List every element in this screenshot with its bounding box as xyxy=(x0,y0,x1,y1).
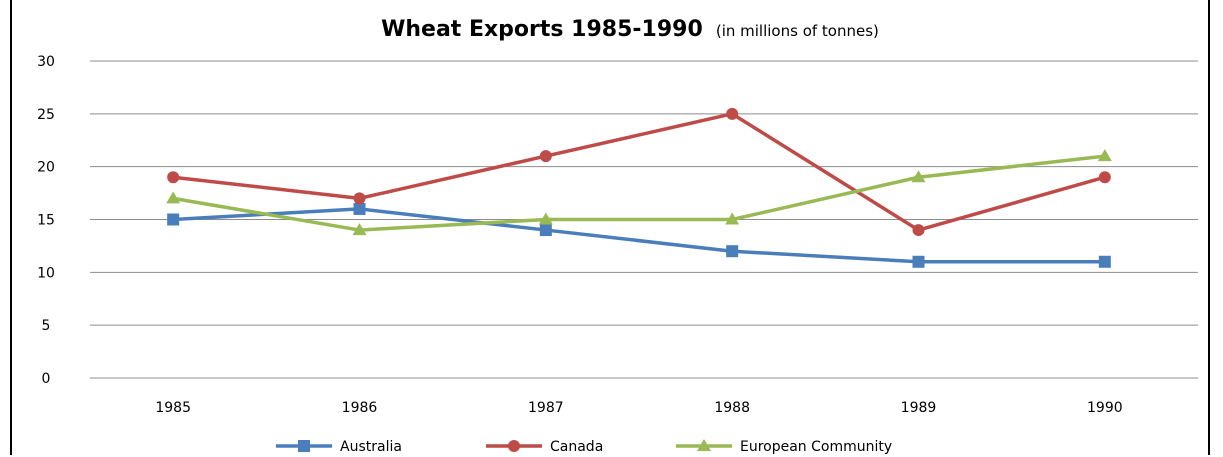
legend-item: European Community xyxy=(676,439,892,455)
series-australia xyxy=(167,202,1111,268)
data-point-square xyxy=(298,440,310,452)
y-tick-label: 5 xyxy=(42,318,51,334)
series-group xyxy=(166,107,1112,268)
data-point-square xyxy=(1098,255,1111,268)
series-line xyxy=(173,207,1105,264)
x-tick-label: 1990 xyxy=(1087,400,1123,416)
data-point-triangle xyxy=(352,223,367,236)
data-point-triangle xyxy=(725,212,740,225)
legend-item: Australia xyxy=(276,439,402,455)
chart-subtitle: (in millions of tonnes) xyxy=(716,22,879,40)
data-point-triangle xyxy=(697,439,711,451)
legend: Australia Canada European Community xyxy=(276,439,892,455)
data-point-circle xyxy=(508,440,520,452)
series-european-community xyxy=(166,149,1112,236)
data-point-square xyxy=(912,255,925,268)
legend-item: Canada xyxy=(486,439,603,455)
data-point-square xyxy=(539,224,552,237)
data-point-circle xyxy=(1098,171,1111,184)
data-point-circle xyxy=(353,192,366,205)
y-tick-label: 20 xyxy=(37,160,55,176)
chart-title: Wheat Exports 1985-1990 xyxy=(381,17,703,42)
x-axis-ticks: 1985 1986 1987 1988 1989 1990 xyxy=(155,400,1122,416)
y-tick-label: 0 xyxy=(42,371,51,387)
series-line xyxy=(172,154,1106,232)
data-point-square xyxy=(726,245,739,258)
series-line xyxy=(172,112,1106,232)
x-tick-label: 1986 xyxy=(342,400,378,416)
chart-frame: Wheat Exports 1985-1990 (in millions of … xyxy=(10,0,1210,455)
grid-lines xyxy=(90,60,1198,379)
legend-label: European Community xyxy=(740,439,892,455)
data-point-triangle xyxy=(1097,149,1112,162)
y-tick-label: 30 xyxy=(37,54,55,70)
legend-label: Australia xyxy=(340,439,402,455)
y-tick-label: 10 xyxy=(37,265,55,281)
data-point-square xyxy=(353,202,366,215)
line-chart: Wheat Exports 1985-1990 (in millions of … xyxy=(37,17,1198,455)
data-point-circle xyxy=(167,171,180,184)
x-tick-label: 1985 xyxy=(155,400,191,416)
data-point-triangle xyxy=(166,191,181,204)
legend-label: Canada xyxy=(550,439,603,455)
x-tick-label: 1988 xyxy=(714,400,750,416)
data-point-triangle xyxy=(538,212,553,225)
data-point-circle xyxy=(726,107,739,120)
data-point-circle xyxy=(912,224,925,237)
data-point-triangle xyxy=(911,170,926,183)
y-tick-label: 25 xyxy=(37,107,55,123)
y-axis-ticks: 0 5 10 15 20 25 30 xyxy=(37,54,55,387)
data-point-square xyxy=(167,213,180,226)
y-tick-label: 15 xyxy=(37,213,55,229)
data-point-circle xyxy=(539,150,552,163)
x-tick-label: 1989 xyxy=(901,400,937,416)
series-canada xyxy=(167,107,1111,237)
chart-title-group: Wheat Exports 1985-1990 (in millions of … xyxy=(381,17,879,42)
x-tick-label: 1987 xyxy=(528,400,564,416)
